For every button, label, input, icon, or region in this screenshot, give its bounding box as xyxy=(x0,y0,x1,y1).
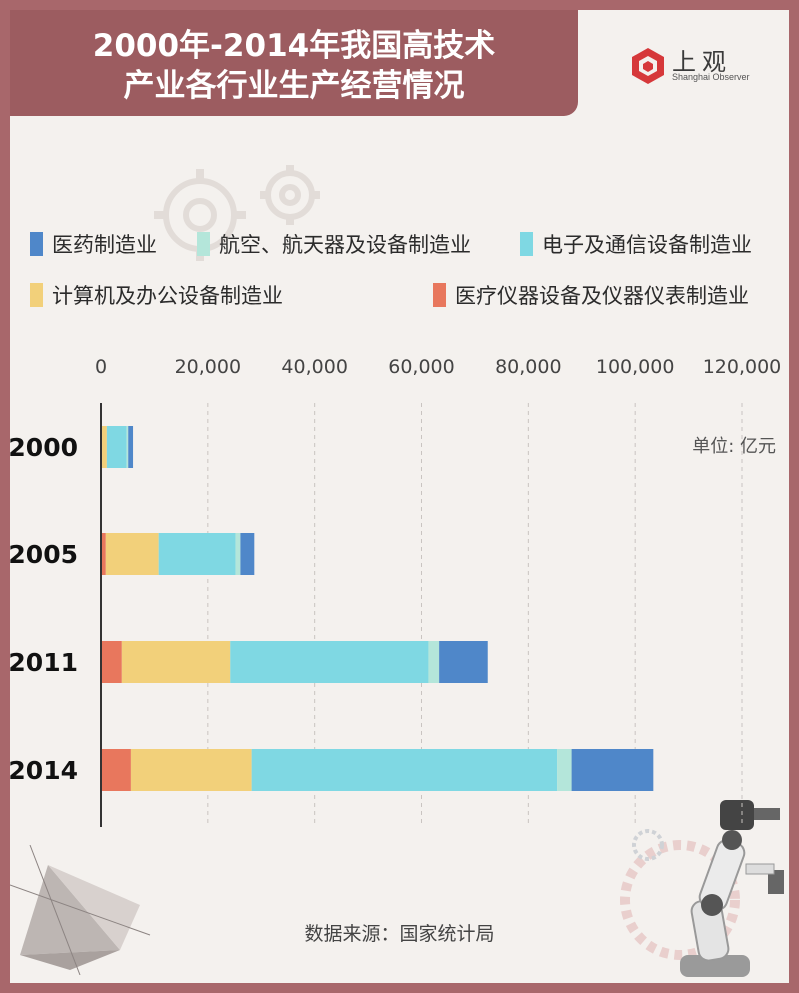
bar-segment xyxy=(128,426,134,468)
legend-swatch xyxy=(433,283,446,307)
legend-swatch xyxy=(197,232,210,256)
y-category-label: 2014 xyxy=(10,756,78,785)
x-tick-label: 0 xyxy=(95,356,107,378)
bar-segment xyxy=(235,533,241,575)
data-source: 数据来源：国家统计局 xyxy=(304,923,495,945)
bar-segment xyxy=(102,426,107,468)
bar-segment xyxy=(251,749,558,791)
bar-segment xyxy=(126,426,129,468)
bar-segment xyxy=(121,641,231,683)
x-tick-label: 20,000 xyxy=(175,356,241,378)
title-line-1: 2000年-2014年我国高技术 xyxy=(92,28,496,64)
logo-name-cn: 上观 xyxy=(672,48,732,76)
legend-item-computer: 计算机及办公设备制造业 xyxy=(30,280,283,310)
x-tick-label: 60,000 xyxy=(388,356,454,378)
x-tick-label: 80,000 xyxy=(495,356,561,378)
legend-swatch xyxy=(30,232,43,256)
bar-segment xyxy=(105,533,159,575)
x-tick-label: 120,000 xyxy=(703,356,782,378)
bar-segment xyxy=(557,749,572,791)
legend-label: 医疗仪器设备及仪器仪表制造业 xyxy=(455,284,749,308)
bar-segment xyxy=(101,749,131,791)
y-category-label: 2005 xyxy=(10,540,78,569)
legend-item-aerospace: 航空、航天器及设备制造业 xyxy=(197,229,471,259)
logo-name-en: Shanghai Observer xyxy=(672,72,750,82)
bar-segment xyxy=(101,533,106,575)
bar-segment xyxy=(106,426,127,468)
title-banner: 2000年-2014年我国高技术 产业各行业生产经营情况 xyxy=(10,10,578,116)
legend-item-pharma: 医药制造业 xyxy=(30,229,157,259)
legend-item-medical-instruments: 医疗仪器设备及仪器仪表制造业 xyxy=(433,280,749,310)
x-tick-label: 100,000 xyxy=(596,356,675,378)
infographic-frame: 2000年-2014年我国高技术 产业各行业生产经营情况 上观 Shanghai… xyxy=(10,10,789,983)
legend-label: 计算机及办公设备制造业 xyxy=(52,284,283,308)
bar-segment xyxy=(130,749,252,791)
legend-swatch xyxy=(30,283,43,307)
bar-segment xyxy=(230,641,429,683)
y-category-label: 2000 xyxy=(10,433,78,462)
robot-arm-decoration-icon xyxy=(620,800,784,977)
bar-segment xyxy=(571,749,654,791)
legend-label: 电子及通信设备制造业 xyxy=(542,233,752,257)
legend-swatch xyxy=(520,232,533,256)
legend-label: 航空、航天器及设备制造业 xyxy=(219,233,471,257)
bar-segment xyxy=(101,641,122,683)
x-tick-label: 40,000 xyxy=(281,356,347,378)
bar-segment xyxy=(428,641,440,683)
y-category-label: 2011 xyxy=(10,648,78,677)
legend-label: 医药制造业 xyxy=(52,233,157,257)
paper-plane-decoration-icon xyxy=(10,845,151,975)
legend-item-electronics: 电子及通信设备制造业 xyxy=(520,229,752,259)
logo-mark-icon xyxy=(632,48,664,84)
stacked-bar-chart: 0 20,000 40,000 60,000 80,000 100,000 120,000 单… xyxy=(10,356,782,827)
bar-segment xyxy=(439,641,488,683)
bar-segment xyxy=(240,533,255,575)
shanghai-observer-logo: 上观 Shanghai Observer xyxy=(628,46,778,94)
unit-label: 单位: 亿元 xyxy=(692,436,776,457)
title-line-2: 产业各行业生产经营情况 xyxy=(123,68,465,104)
bar-segment xyxy=(158,533,236,575)
